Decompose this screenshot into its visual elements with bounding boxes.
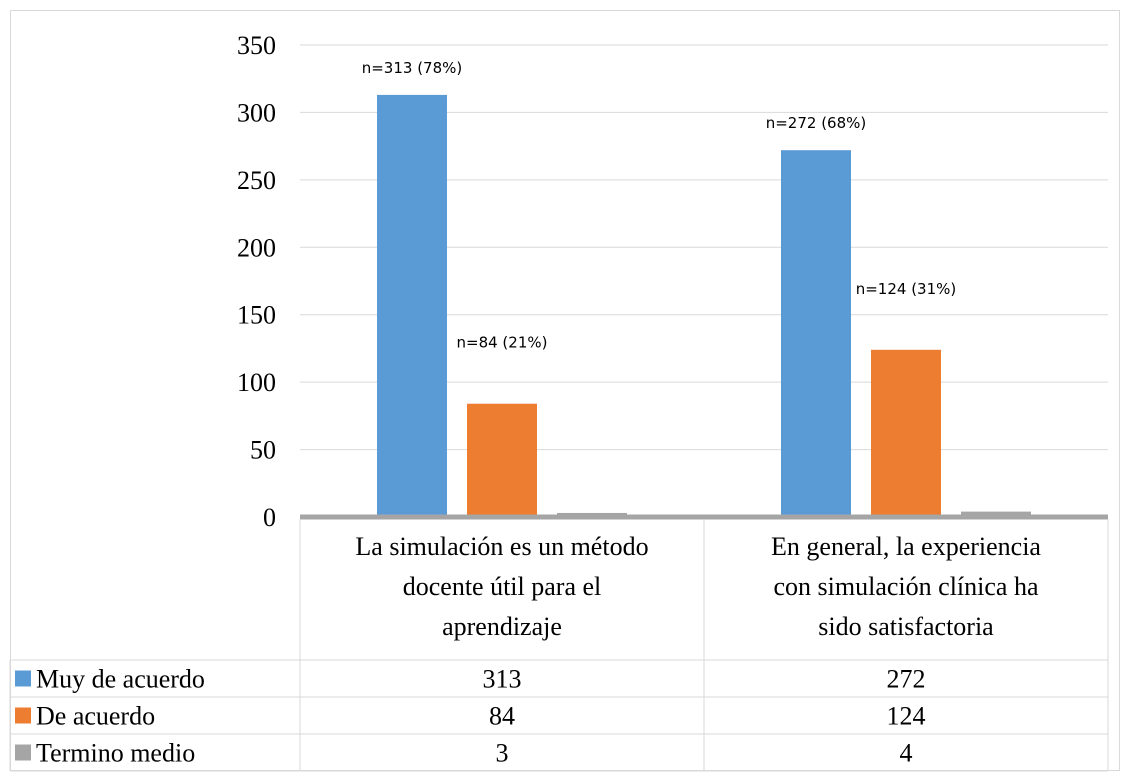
y-tick-label: 150 bbox=[237, 301, 276, 330]
category-label: En general, la experiencia bbox=[771, 532, 1041, 561]
y-tick-label: 100 bbox=[237, 368, 276, 397]
legend-label: De acuerdo bbox=[36, 702, 155, 731]
legend-label: Muy de acuerdo bbox=[36, 665, 205, 694]
y-tick-label: 200 bbox=[237, 233, 276, 262]
legend-swatch bbox=[15, 707, 31, 724]
bar-termino-medio bbox=[961, 511, 1031, 517]
bar-muy-de-acuerdo bbox=[377, 94, 447, 517]
table-cell-value: 3 bbox=[496, 739, 509, 768]
y-tick-label: 250 bbox=[237, 166, 276, 195]
table-cell-value: 84 bbox=[489, 702, 515, 731]
category-label: aprendizaje bbox=[442, 612, 562, 641]
bar-de-acuerdo bbox=[871, 349, 941, 517]
table-cell-value: 313 bbox=[483, 665, 522, 694]
data-label: n=124 (31%) bbox=[856, 280, 957, 298]
bar-muy-de-acuerdo bbox=[781, 150, 851, 517]
data-label: n=84 (21%) bbox=[457, 334, 548, 352]
data-label: n=272 (68%) bbox=[766, 114, 867, 132]
category-label: La simulación es un método bbox=[355, 532, 648, 561]
data-labels: n=313 (78%) n=84 (21%) n=272 (68%) n=124 (3… bbox=[362, 59, 957, 352]
table-cell-value: 4 bbox=[900, 739, 913, 768]
legend-label: Termino medio bbox=[36, 739, 195, 768]
data-table: La simulación es un método docente útil p… bbox=[9, 519, 1109, 772]
y-tick-label: 300 bbox=[237, 98, 276, 127]
table-cell-value: 124 bbox=[887, 702, 926, 731]
bars bbox=[377, 94, 1031, 517]
data-label: n=313 (78%) bbox=[362, 59, 463, 77]
y-tick-label: 350 bbox=[237, 31, 276, 60]
category-label: con simulación clínica ha bbox=[774, 572, 1039, 601]
bar-de-acuerdo bbox=[467, 403, 537, 517]
y-axis-ticks: 0 50 100 150 200 250 300 350 bbox=[237, 31, 276, 532]
category-label: sido satisfactoria bbox=[818, 612, 994, 641]
y-tick-label: 0 bbox=[263, 503, 276, 532]
legend-swatch bbox=[15, 744, 31, 761]
y-tick-label: 50 bbox=[250, 436, 276, 465]
table-cell-value: 272 bbox=[887, 665, 926, 694]
category-label: docente útil para el bbox=[403, 572, 602, 601]
legend-swatch bbox=[15, 670, 31, 687]
